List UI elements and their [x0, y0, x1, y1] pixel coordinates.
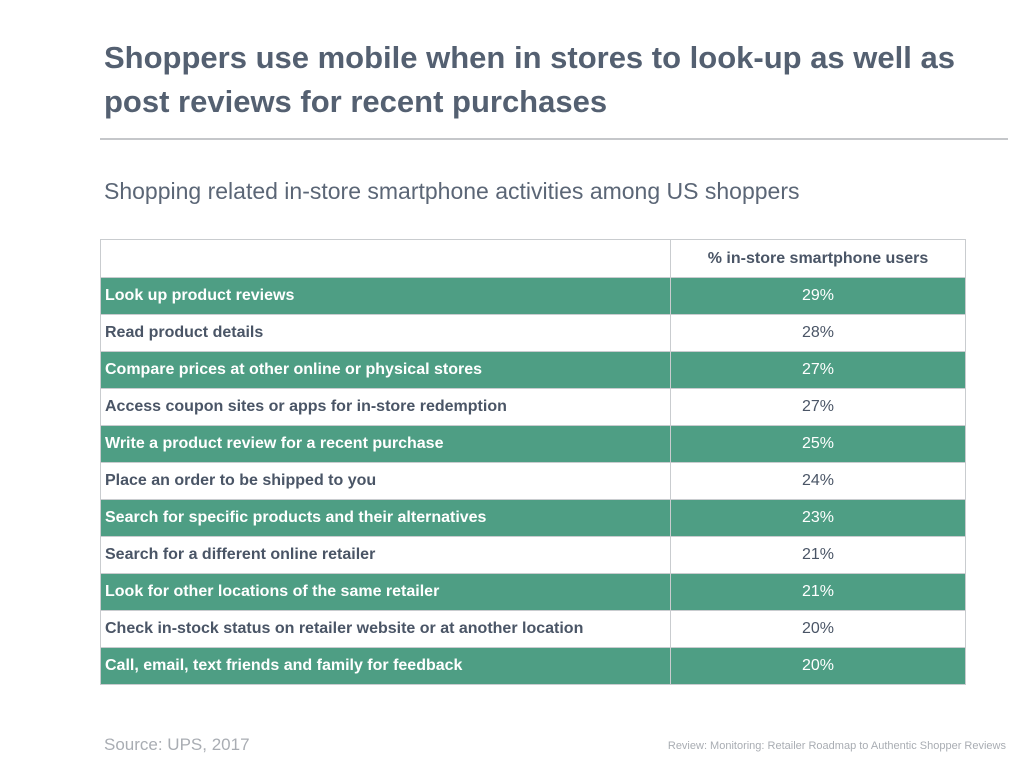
- title-divider: [100, 138, 1008, 140]
- activity-label: Write a product review for a recent purc…: [100, 425, 671, 463]
- percent-value: 24%: [670, 462, 966, 500]
- percent-column-header: % in-store smartphone users: [670, 239, 966, 278]
- table-header-row: % in-store smartphone users: [100, 239, 966, 278]
- table-row: Look for other locations of the same ret…: [100, 573, 966, 611]
- table-row: Call, email, text friends and family for…: [100, 647, 966, 685]
- table-row: Search for a different online retailer 21…: [100, 536, 966, 574]
- slide-title: Shoppers use mobile when in stores to lo…: [104, 40, 955, 119]
- activity-label: Look up product reviews: [100, 277, 671, 315]
- percent-value: 20%: [670, 610, 966, 648]
- table-row: Search for specific products and their a…: [100, 499, 966, 537]
- table-row: Access coupon sites or apps for in-store…: [100, 388, 966, 426]
- percent-value: 20%: [670, 647, 966, 685]
- table-row: Check in-stock status on retailer websit…: [100, 610, 966, 648]
- activity-label: Access coupon sites or apps for in-store…: [100, 388, 671, 426]
- source-note: Source: UPS, 2017: [104, 735, 250, 754]
- table-row: Write a product review for a recent purc…: [100, 425, 966, 463]
- activity-label: Place an order to be shipped to you: [100, 462, 671, 500]
- activity-column-header: [100, 239, 671, 278]
- chart-subtitle: Shopping related in-store smartphone act…: [104, 178, 800, 204]
- activities-table: % in-store smartphone users Look up prod…: [100, 239, 966, 685]
- percent-value: 25%: [670, 425, 966, 463]
- table-row: Read product details 28%: [100, 314, 966, 352]
- footer-reference: Review: Monitoring: Retailer Roadmap to …: [667, 740, 1006, 752]
- activity-label: Read product details: [100, 314, 671, 352]
- percent-value: 21%: [670, 573, 966, 611]
- percent-value: 27%: [670, 351, 966, 389]
- activity-label: Check in-stock status on retailer websit…: [100, 610, 671, 648]
- table-row: Look up product reviews 29%: [100, 277, 966, 315]
- table-row: Place an order to be shipped to you 24%: [100, 462, 966, 500]
- percent-value: 21%: [670, 536, 966, 574]
- activity-label: Search for specific products and their a…: [100, 499, 671, 537]
- table-body: Look up product reviews 29% Read product d…: [100, 277, 966, 685]
- table-row: Compare prices at other online or physic…: [100, 351, 966, 389]
- activity-label: Compare prices at other online or physic…: [100, 351, 671, 389]
- activity-label: Look for other locations of the same ret…: [100, 573, 671, 611]
- percent-value: 27%: [670, 388, 966, 426]
- activity-label: Call, email, text friends and family for…: [100, 647, 671, 685]
- percent-value: 29%: [670, 277, 966, 315]
- percent-value: 28%: [670, 314, 966, 352]
- percent-value: 23%: [670, 499, 966, 537]
- activity-label: Search for a different online retailer: [100, 536, 671, 574]
